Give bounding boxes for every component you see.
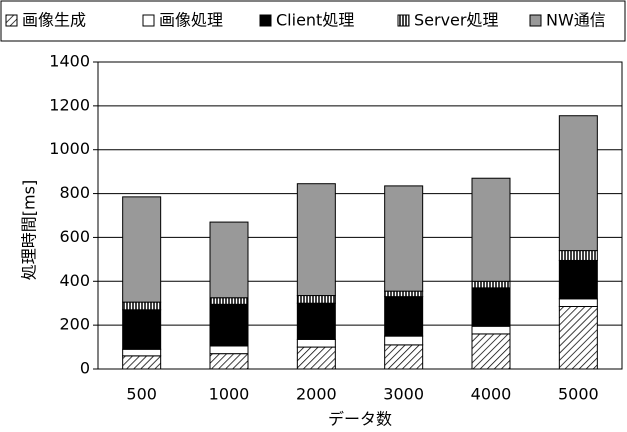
bar-segment	[296, 295, 336, 304]
bar-segment	[471, 325, 511, 335]
plot-frame	[97, 61, 623, 370]
legend-label: Server処理	[414, 11, 498, 30]
x-tick-label: 1000	[209, 385, 250, 404]
bar-segment	[122, 309, 162, 350]
legend-label: 画像処理	[159, 11, 223, 30]
bar-segment	[558, 306, 598, 370]
bar-segment	[558, 115, 598, 252]
bar-segment	[122, 196, 162, 303]
bar-segment	[558, 259, 598, 300]
bar-segment	[209, 297, 249, 305]
bar-segment	[384, 335, 424, 346]
bar-segment	[384, 290, 424, 298]
bar-segment	[558, 250, 598, 261]
x-tick-label: 3000	[383, 385, 424, 404]
bar-segment	[122, 355, 162, 370]
bar-segment	[471, 333, 511, 370]
bar-segment	[296, 183, 336, 297]
bar-segment	[296, 346, 336, 370]
x-axis-label: データ数	[328, 410, 392, 429]
x-tick-label: 500	[126, 385, 157, 404]
legend-swatch	[5, 14, 18, 27]
legend-swatch	[142, 14, 155, 27]
y-tick-label: 1200	[49, 95, 90, 114]
bar-segment	[384, 344, 424, 370]
y-tick-label: 200	[59, 315, 90, 334]
y-tick-label: 1000	[49, 139, 90, 158]
bar-segment	[384, 296, 424, 337]
bar-segment	[209, 303, 249, 347]
bar-segment	[209, 221, 249, 299]
y-tick-label: 800	[59, 183, 90, 202]
bar-segment	[296, 302, 336, 340]
bar-segment	[558, 298, 598, 308]
legend-swatch	[529, 14, 542, 27]
legend-label: NW通信	[546, 11, 606, 30]
legend-label: Client処理	[276, 11, 354, 30]
y-tick-label: 0	[80, 359, 90, 378]
bar-segment	[471, 177, 511, 282]
legend-swatch	[397, 14, 410, 27]
x-tick-label: 2000	[296, 385, 337, 404]
bar-segment	[296, 338, 336, 348]
legend-label: 画像生成	[22, 11, 86, 30]
y-tick-label: 600	[59, 227, 90, 246]
bar-segment	[209, 345, 249, 355]
bar-segment	[471, 287, 511, 327]
y-axis-label: 処理時間[ms]	[20, 180, 39, 280]
legend-swatch	[259, 14, 272, 27]
bar-segment	[384, 185, 424, 292]
y-tick-label: 1400	[49, 52, 90, 71]
bar-segment	[122, 348, 162, 357]
x-tick-label: 4000	[471, 385, 512, 404]
y-tick-label: 400	[59, 271, 90, 290]
legend-frame	[0, 0, 626, 42]
bar-segment	[209, 353, 249, 370]
bar-segment	[471, 280, 511, 289]
bar-segment	[122, 301, 162, 311]
x-tick-label: 5000	[558, 385, 599, 404]
